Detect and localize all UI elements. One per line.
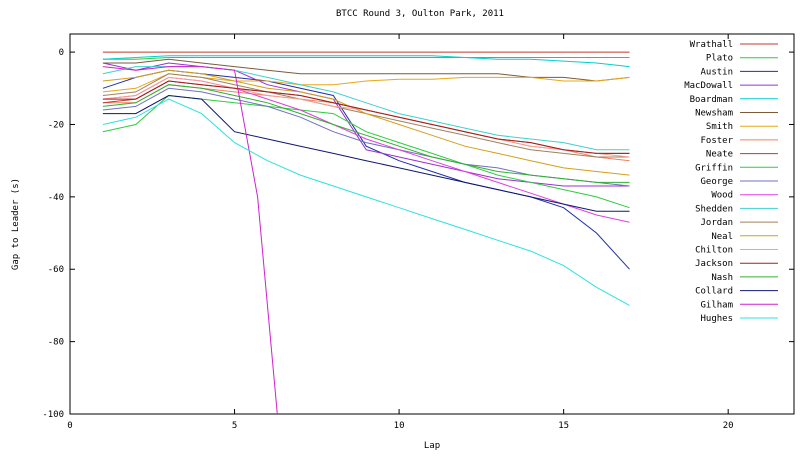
legend-label-foster: Foster xyxy=(700,136,733,146)
legend-label-austin: Austin xyxy=(700,67,733,77)
axis-ticks: 0 5 10 15 20 0 -20 -40 -60 -80 -100 xyxy=(42,34,794,431)
legend-label-plato: Plato xyxy=(706,54,733,64)
x-tick-label: 15 xyxy=(558,421,569,431)
x-axis-label: Lap xyxy=(424,441,440,451)
legend-label-griffin: Griffin xyxy=(695,163,733,173)
legend-label-boardman: Boardman xyxy=(690,95,733,105)
y-tick-label: -60 xyxy=(48,265,64,275)
series-lines xyxy=(102,51,630,414)
legend-label-wrathall: Wrathall xyxy=(690,40,733,50)
y-tick-label: -40 xyxy=(48,193,64,203)
plot-frame xyxy=(69,33,795,415)
series-line-newsham xyxy=(102,58,630,82)
y-tick-label: -80 xyxy=(48,338,64,348)
series-line-neal xyxy=(102,69,630,176)
legend-label-neal: Neal xyxy=(711,232,733,242)
series-line-jackson xyxy=(102,80,630,154)
legend-label-neate: Neate xyxy=(706,150,733,160)
legend-label-smith: Smith xyxy=(706,122,733,132)
legend: Wrathall Plato Austin MacDowall Boardman News… xyxy=(684,40,778,324)
series-line-collard xyxy=(102,94,630,212)
chart-title: BTCC Round 3, Oulton Park, 2011 xyxy=(336,9,504,19)
x-tick-label: 0 xyxy=(67,421,72,431)
y-axis-label: Gap to Leader (s) xyxy=(11,178,21,270)
y-tick-label: 0 xyxy=(59,48,64,58)
legend-label-george: George xyxy=(700,177,733,187)
series-line-nash xyxy=(102,84,630,183)
legend-label-shedden: Shedden xyxy=(695,204,733,214)
x-tick-label: 10 xyxy=(394,421,405,431)
legend-label-nash: Nash xyxy=(711,273,733,283)
x-tick-label: 5 xyxy=(232,421,237,431)
series-line-austin xyxy=(102,69,630,270)
legend-label-macdowall: MacDowall xyxy=(684,81,733,91)
series-line-boardman xyxy=(102,55,630,68)
legend-label-collard: Collard xyxy=(695,287,733,297)
series-line-plato xyxy=(102,57,630,60)
legend-label-jackson: Jackson xyxy=(695,259,733,269)
series-line-hughes xyxy=(102,98,630,306)
legend-label-chilton: Chilton xyxy=(695,246,733,256)
series-line-gilham xyxy=(102,66,278,414)
legend-label-wood: Wood xyxy=(711,191,733,201)
legend-label-newsham: Newsham xyxy=(695,109,733,119)
legend-label-jordan: Jordan xyxy=(700,218,733,228)
x-tick-label: 20 xyxy=(723,421,734,431)
series-line-macdowall xyxy=(102,62,630,187)
legend-label-gilham: Gilham xyxy=(700,300,733,310)
y-tick-label: -20 xyxy=(48,120,64,130)
legend-label-hughes: Hughes xyxy=(700,314,733,324)
y-tick-label: -100 xyxy=(42,410,64,420)
